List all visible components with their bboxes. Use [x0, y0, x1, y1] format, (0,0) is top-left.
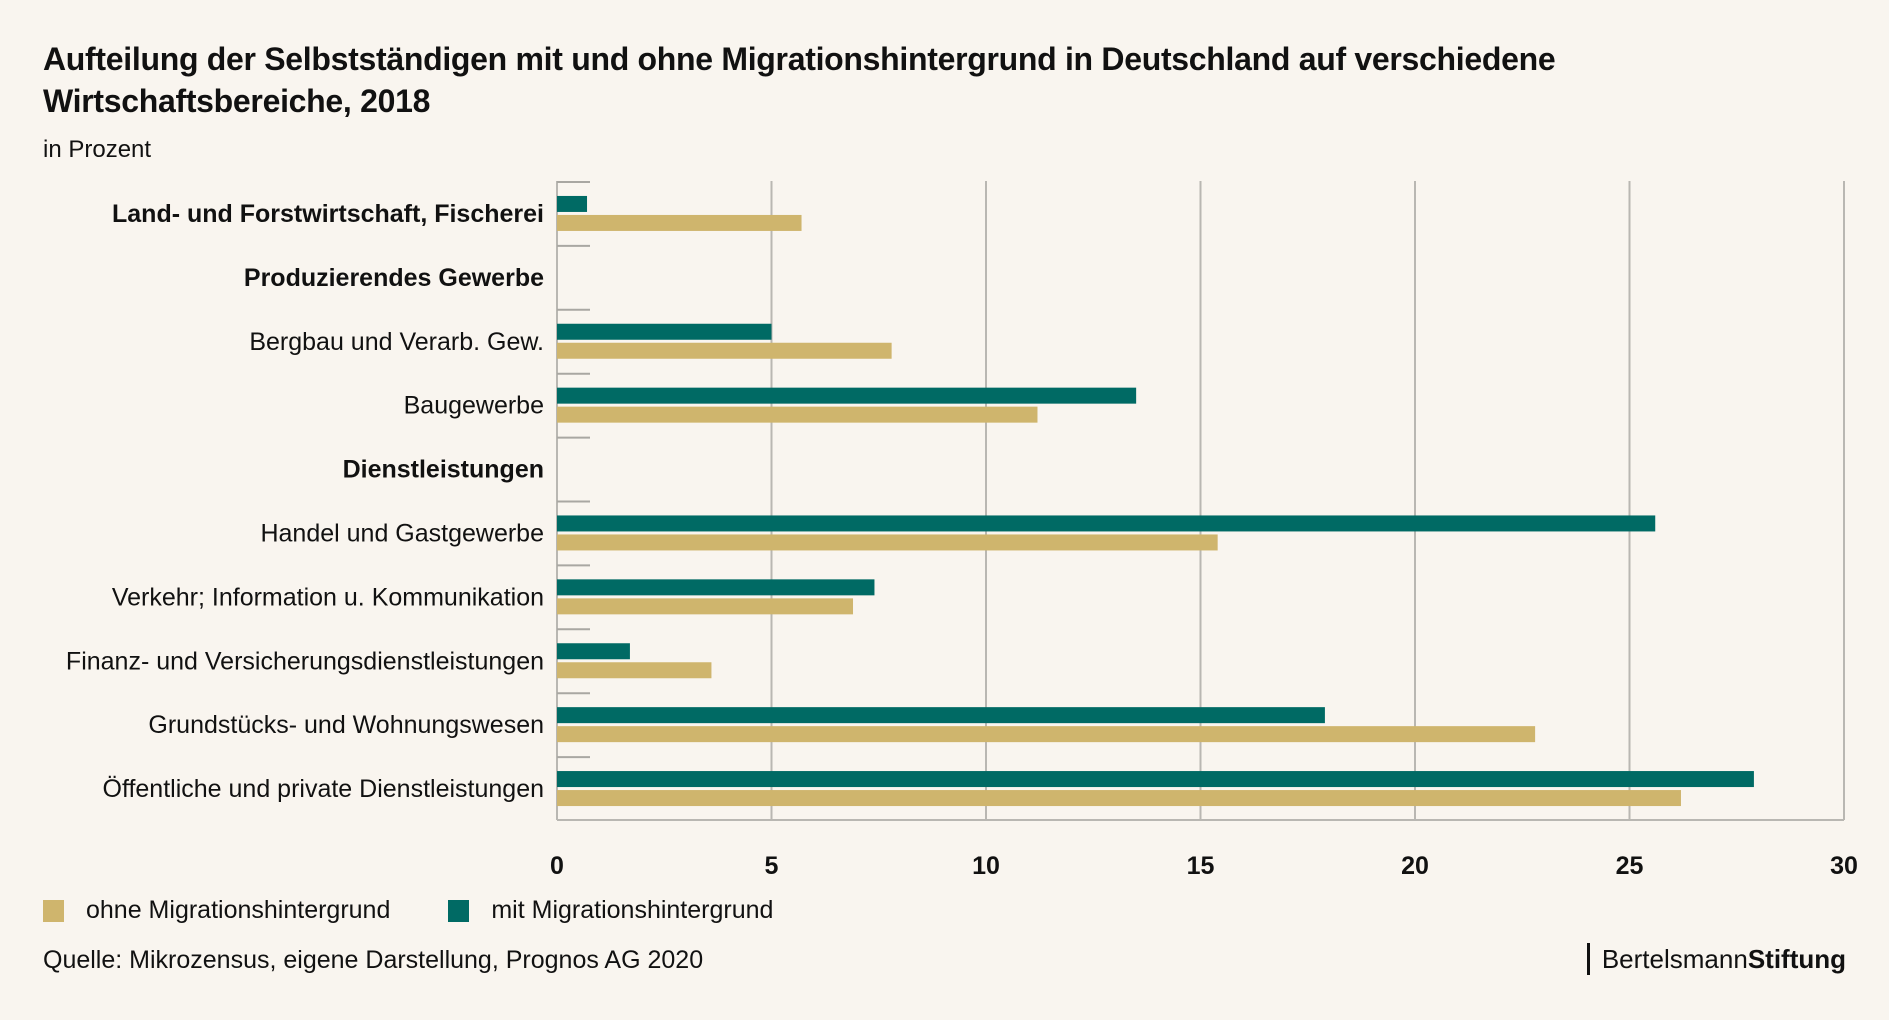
- brand-name-bold: Stiftung: [1747, 943, 1846, 974]
- category-label: Handel und Gastgewerbe: [260, 519, 544, 547]
- chart-title: Aufteilung der Selbstständigen mit und o…: [43, 41, 1556, 119]
- x-tick-label-10: 10: [972, 852, 1000, 880]
- source-note: Quelle: Mikrozensus, eigene Darstellung,…: [43, 946, 704, 974]
- x-tick-label-15: 15: [1187, 852, 1215, 880]
- legend-item-ohne: ohne Migrationshintergrund: [43, 896, 390, 925]
- bar-ohne: [557, 342, 892, 359]
- legend-swatch-mit: [448, 899, 470, 922]
- category-label: Land- und Forstwirtschaft, Fischerei: [112, 200, 544, 228]
- category-label: Öffentliche und private Dienstleistungen: [103, 775, 544, 803]
- legend-label-mit: mit Migrationshintergrund: [491, 896, 774, 924]
- chart-subtitle: in Prozent: [43, 136, 152, 163]
- legend-item-mit: mit Migrationshintergrund: [448, 896, 773, 925]
- category-label: Finanz- und Versicherungsdienstleistunge…: [66, 647, 544, 675]
- bar-mit: [557, 323, 772, 340]
- category-label: Bergbau und Verarb. Gew.: [249, 328, 544, 356]
- bar-ohne: [557, 726, 1536, 743]
- bar-mit: [557, 643, 630, 660]
- bar-mit: [557, 515, 1656, 532]
- category-label: Grundstücks- und Wohnungswesen: [148, 711, 544, 739]
- bar-mit: [557, 771, 1754, 788]
- bar-mit: [557, 195, 588, 212]
- legend: ohne Migrationshintergrund mit Migration…: [43, 896, 831, 925]
- x-tick-label-30: 30: [1830, 852, 1858, 880]
- category-label: Produzierendes Gewerbe: [244, 264, 544, 292]
- category-label: Baugewerbe: [404, 392, 544, 420]
- brand-logo: Bertelsmann Stiftung: [1586, 943, 1846, 975]
- category-label: Verkehr; Information u. Kommunikation: [112, 583, 544, 611]
- brand-divider: [1586, 943, 1590, 975]
- bar-mit: [557, 387, 1137, 404]
- bar-ohne: [557, 790, 1681, 807]
- x-tick-label-20: 20: [1401, 852, 1429, 880]
- bar-ohne: [557, 214, 802, 231]
- brand-name-light: Bertelsmann: [1601, 943, 1748, 974]
- bar-ohne: [557, 662, 712, 679]
- x-tick-label-0: 0: [550, 852, 564, 880]
- bar-mit: [557, 707, 1325, 724]
- category-label: Dienstleistungen: [343, 456, 544, 484]
- bar-ohne: [557, 598, 854, 615]
- legend-label-ohne: ohne Migrationshintergrund: [86, 896, 391, 924]
- x-tick-label-25: 25: [1616, 852, 1644, 880]
- x-tick-label-5: 5: [765, 852, 779, 880]
- bar-mit: [557, 579, 875, 596]
- bar-ohne: [557, 534, 1218, 551]
- legend-swatch-ohne: [43, 899, 64, 922]
- bar-ohne: [557, 406, 1038, 423]
